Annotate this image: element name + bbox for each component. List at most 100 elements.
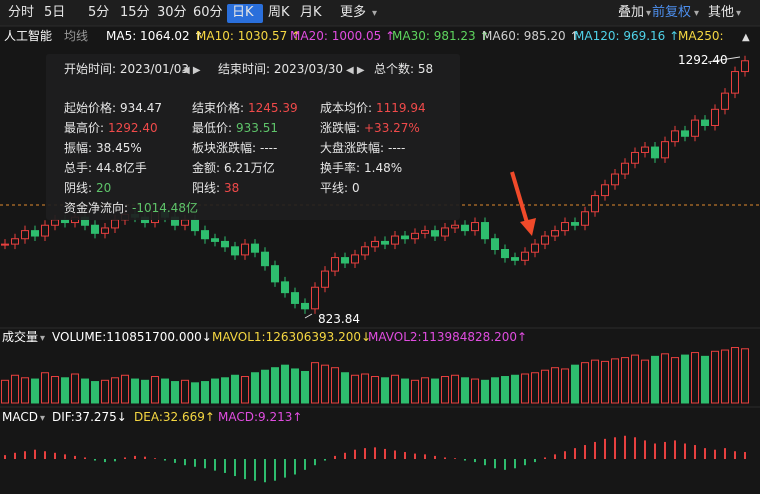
candle-body [531, 243, 539, 253]
volume-bar [131, 378, 139, 404]
volume-header[interactable]: 成交量 [2, 330, 39, 344]
volume-bar [461, 377, 469, 404]
volume-bar [581, 362, 589, 404]
ma-value: MA30: 981.23 ↑ [392, 29, 490, 43]
summary-value: 38.45% [96, 141, 142, 155]
summary-value: ---- [260, 141, 278, 155]
toolbar-tab[interactable]: 5日 [44, 5, 66, 20]
high-pointer [707, 56, 741, 63]
volume-bar [451, 374, 459, 404]
volume-bar [361, 373, 369, 404]
volume-bar [221, 377, 229, 404]
volume-bar [501, 376, 509, 404]
toolbar-bg [0, 0, 760, 26]
candle-body [291, 292, 299, 304]
volume-bar [101, 379, 109, 404]
volume-stat: MAVOL2:113984828.200↑ [368, 330, 528, 344]
toolbar-option[interactable]: 其他 [708, 5, 735, 20]
toolbar-tab[interactable]: 月K [300, 5, 322, 20]
icon: ◀ ▶ [346, 65, 365, 76]
summary-label: 平线: [320, 181, 349, 195]
volume-bar [511, 374, 519, 404]
volume-bar [381, 377, 389, 404]
candle-body [401, 235, 409, 240]
candle-body [331, 257, 339, 272]
end-time: 结束时间: 2023/03/30 [218, 62, 344, 76]
toolbar-option[interactable]: 叠加 [618, 5, 645, 20]
candle-body [611, 173, 619, 186]
candle-body [481, 222, 489, 240]
candle-body [231, 246, 239, 256]
volume-bar [111, 377, 119, 404]
annotation-arrow [510, 171, 536, 236]
icon: ▲ [742, 32, 750, 43]
summary-value: 6.21万亿 [224, 161, 275, 175]
toolbar-tab[interactable]: 分时 [8, 5, 35, 20]
volume-bar [721, 349, 729, 404]
candle-body [741, 60, 749, 73]
volume-bar [601, 360, 609, 404]
candle-body [391, 235, 399, 245]
summary-label: 结束价格: [192, 101, 245, 115]
volume-bar [401, 378, 409, 404]
ma-label[interactable]: 均线 [64, 29, 89, 43]
summary-label: 最高价: [64, 121, 105, 135]
candle-body [551, 230, 559, 237]
toolbar-tab[interactable]: 60分 [193, 5, 223, 20]
volume-bar [1, 379, 9, 404]
volume-bar [261, 369, 269, 404]
toolbar-tab[interactable]: 30分 [157, 5, 187, 20]
icon: ▾ [40, 413, 46, 424]
candle-body [521, 251, 529, 261]
icon: ◀ ▶ [182, 65, 201, 76]
volume-bar [641, 359, 649, 404]
toolbar-tab[interactable]: 5分 [88, 5, 110, 20]
volume-bar [481, 379, 489, 404]
toolbar-tab[interactable]: 更多 [340, 5, 367, 20]
summary-value: 934.47 [120, 101, 162, 115]
candle-body [61, 219, 69, 224]
volume-bar [181, 379, 189, 404]
candle-body [241, 243, 249, 256]
candle-body [11, 238, 19, 245]
volume-bar [531, 372, 539, 404]
volume-bar [711, 350, 719, 404]
volume-bar [191, 382, 199, 404]
candle-body [221, 240, 229, 248]
volume-bar [251, 372, 259, 404]
summary-value: 1.48% [364, 161, 403, 175]
candle-body [691, 119, 699, 137]
summary-value: 38 [224, 181, 240, 195]
candle-body [571, 222, 579, 226]
volume-bar [561, 368, 569, 404]
volume-bar [211, 378, 219, 404]
candle-body [21, 230, 29, 240]
toolbar-tab[interactable]: 日K [232, 5, 254, 20]
candle-body [431, 230, 439, 237]
toolbar-tab[interactable]: 周K [268, 5, 290, 20]
toolbar-option[interactable]: 前复权 [652, 5, 692, 20]
volume-bar [81, 378, 89, 404]
candle-body [641, 146, 649, 153]
total-count: 总个数: 58 [374, 62, 434, 76]
volume-bar [11, 374, 19, 404]
volume-bar [671, 357, 679, 404]
candle-body [601, 184, 609, 197]
candle-body [351, 254, 359, 264]
volume-bar [731, 347, 739, 404]
volume-bar [161, 378, 169, 404]
ma-value: MA60: 985.20 ↑ [482, 29, 580, 43]
summary-label: 起始价格: [64, 101, 117, 115]
volume-bar [701, 355, 709, 404]
candle-body [501, 249, 509, 259]
macd-header[interactable]: MACD [2, 410, 38, 424]
candle-body [181, 219, 189, 226]
ma-value: MA10: 1030.57 ↑ [196, 29, 302, 43]
candle-body [51, 219, 59, 226]
start-time: 开始时间: 2023/01/03 [64, 62, 190, 76]
volume-bar [491, 377, 499, 404]
toolbar-tab[interactable]: 15分 [120, 5, 150, 20]
candle-body [581, 211, 589, 226]
volume-bar [441, 376, 449, 404]
candle-body [211, 238, 219, 242]
